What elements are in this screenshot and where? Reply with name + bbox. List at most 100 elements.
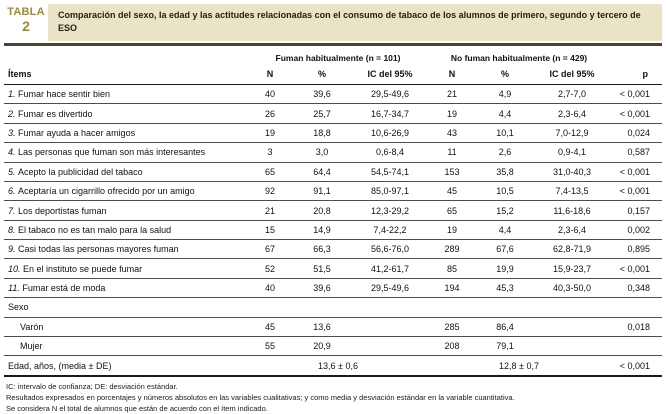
table-title: Comparación del sexo, la edad y las acti… xyxy=(48,4,662,42)
value-cell: 14,9 xyxy=(292,220,352,241)
value-cell: 20,9 xyxy=(292,336,352,357)
value-cell: 26 xyxy=(248,103,292,124)
item-label: Varón xyxy=(4,317,248,337)
value-cell: 4,9 xyxy=(476,84,535,105)
group-header-spacer xyxy=(4,50,248,67)
column-header-n1: N xyxy=(248,67,292,86)
item-row: 10. En el instituto se puede fumar 52 51,5… xyxy=(4,258,663,279)
section-row: Sexo xyxy=(4,297,663,318)
column-header-ic1: IC del 95% xyxy=(352,67,429,86)
group-header-row: Fuman habitualmente (n = 101) No fuman h… xyxy=(4,50,662,67)
value-cell: 51,5 xyxy=(292,258,352,279)
value-cell: 43 xyxy=(428,123,477,144)
p-value-cell xyxy=(610,336,663,357)
item-label: 2. Fumar es divertido xyxy=(4,103,248,124)
value-cell: 19 xyxy=(428,103,477,124)
column-header-items: Ítems xyxy=(4,67,248,86)
value-cell: 21 xyxy=(248,200,292,221)
value-cell: 79,1 xyxy=(476,336,535,357)
value-cell: 3 xyxy=(248,142,292,163)
value-cell: 0,6-8,4 xyxy=(352,142,429,163)
value-cell: 208 xyxy=(428,336,477,357)
item-label: 5. Acepto la publicidad del tabaco xyxy=(4,162,248,182)
value-cell: 15,9-23,7 xyxy=(534,258,611,279)
item-row: 4. Las personas que fuman son más intere… xyxy=(4,142,663,163)
value-cell: 7,0-12,9 xyxy=(534,123,611,144)
p-value-cell: < 0,001 xyxy=(610,84,663,105)
value-cell: 12,3-29,2 xyxy=(352,200,429,221)
value-cell: 10,6-26,9 xyxy=(352,123,429,144)
value-cell: 2,3-6,4 xyxy=(534,220,611,241)
footnotes: IC: intervalo de confianza; DE: desviaci… xyxy=(4,377,662,414)
value-cell: 7,4-22,2 xyxy=(352,220,429,241)
value-cell: 45 xyxy=(248,317,292,337)
value-cell: 41,2-61,7 xyxy=(352,258,429,279)
value-cell: 289 xyxy=(428,239,477,260)
p-value-cell: 0,018 xyxy=(610,317,663,337)
p-value-cell: < 0,001 xyxy=(610,103,663,124)
summary-p-value: < 0,001 xyxy=(610,355,663,377)
value-cell: 11 xyxy=(428,142,477,163)
p-value-cell: 0,587 xyxy=(610,142,663,163)
item-row: 9. Casi todas las personas mayores fuman… xyxy=(4,239,663,260)
value-cell xyxy=(352,317,429,337)
value-cell: 285 xyxy=(428,317,477,337)
p-value-cell: 0,895 xyxy=(610,239,663,260)
value-cell: 67 xyxy=(248,239,292,260)
summary-label: Edad, años, (media ± DE) xyxy=(4,355,248,377)
group-header-smokers: Fuman habitualmente (n = 101) xyxy=(275,53,401,64)
value-cell: 55 xyxy=(248,336,292,357)
item-number: 9. xyxy=(8,244,19,255)
item-number: 7. xyxy=(8,205,19,216)
item-number: 4. xyxy=(8,147,19,158)
value-cell: 16,7-34,7 xyxy=(352,103,429,124)
value-cell: 54,5-74,1 xyxy=(352,162,429,182)
value-cell: 66,3 xyxy=(292,239,352,260)
column-header-row: Ítems N % IC del 95% N % IC del 95% p xyxy=(4,67,663,86)
item-row: 8. El tabaco no es tan malo para la salu… xyxy=(4,220,663,241)
table-badge-label: TABLA xyxy=(7,6,45,18)
item-label: 11. Fumar está de moda xyxy=(4,278,248,299)
value-cell: 2,7-7,0 xyxy=(534,84,611,105)
item-row: 7. Los deportistas fuman 21 20,8 12,3-29,2 6… xyxy=(4,200,663,221)
item-label: 7. Los deportistas fuman xyxy=(4,200,248,221)
p-value-cell: 0,348 xyxy=(610,278,663,299)
value-cell: 85 xyxy=(428,258,477,279)
value-cell: 52 xyxy=(248,258,292,279)
value-cell: 45 xyxy=(428,181,477,202)
item-number: 5. xyxy=(8,166,19,177)
item-number: 10. xyxy=(8,263,24,274)
value-cell: 13,6 xyxy=(292,317,352,337)
value-cell: 29,5-49,6 xyxy=(352,84,429,105)
group-header-spacer-p xyxy=(610,50,662,67)
value-cell: 4,4 xyxy=(476,103,535,124)
summary-value-nonsmokers: 12,8 ± 0,7 xyxy=(428,355,611,377)
value-cell: 45,3 xyxy=(476,278,535,299)
summary-row: Edad, años, (media ± DE) 13,6 ± 0,6 12,8 ±… xyxy=(4,355,663,377)
item-label: 3. Fumar ayuda a hacer amigos xyxy=(4,123,248,144)
item-label: 10. En el instituto se puede fumar xyxy=(4,258,248,279)
item-number: 8. xyxy=(8,224,19,235)
value-cell: 40 xyxy=(248,84,292,105)
p-value-cell: 0,024 xyxy=(610,123,663,144)
value-cell: 10,5 xyxy=(476,181,535,202)
summary-value-smokers: 13,6 ± 0,6 xyxy=(248,355,429,377)
value-cell: 39,6 xyxy=(292,84,352,105)
value-cell: 64,4 xyxy=(292,162,352,182)
item-label: 9. Casi todas las personas mayores fuman xyxy=(4,239,248,260)
value-cell: 10,1 xyxy=(476,123,535,144)
item-label: 6. Aceptaría un cigarrillo ofrecido por … xyxy=(4,181,248,202)
item-label: 4. Las personas que fuman son más intere… xyxy=(4,142,248,163)
item-row: 5. Acepto la publicidad del tabaco 65 64,4… xyxy=(4,162,663,182)
value-cell: 86,4 xyxy=(476,317,535,337)
value-cell: 85,0-97,1 xyxy=(352,181,429,202)
value-cell: 21 xyxy=(428,84,477,105)
footnote-abbreviations: IC: intervalo de confianza; DE: desviaci… xyxy=(6,381,178,391)
item-number: 3. xyxy=(8,128,19,139)
item-number: 2. xyxy=(8,108,19,119)
value-cell: 40,3-50,0 xyxy=(534,278,611,299)
column-header-pct2: % xyxy=(476,67,535,86)
value-cell: 2,3-6,4 xyxy=(534,103,611,124)
footnote-results: Resultados expresados en porcentajes y n… xyxy=(6,392,515,402)
item-row: 3. Fumar ayuda a hacer amigos 19 18,8 10,6-… xyxy=(4,123,663,144)
